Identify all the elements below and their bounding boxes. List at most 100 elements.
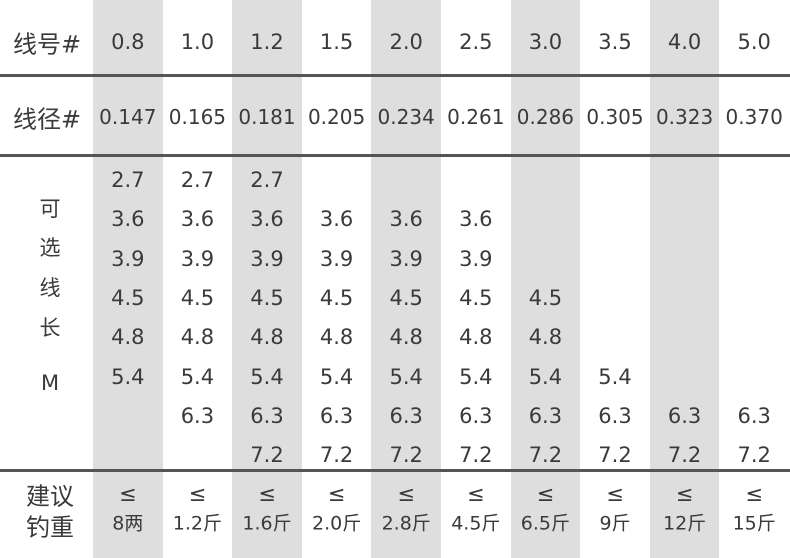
length-cell: 7.2 [667, 443, 702, 468]
cell: 0.147 [99, 105, 157, 129]
length-cell: 7.2 [528, 443, 563, 468]
weight-value: 9斤 [599, 512, 631, 535]
length-cell: 4.5 [319, 285, 354, 310]
row-label: 建议 [26, 482, 74, 511]
length-cell: 6.3 [667, 403, 702, 428]
length-cell: 6.3 [180, 403, 215, 428]
length-cell: 7.2 [459, 443, 493, 468]
length-cell: 7.2 [319, 443, 354, 468]
length-cell: 7.2 [737, 443, 771, 468]
length-cell: 4.8 [459, 325, 493, 350]
length-cell: 5.4 [319, 364, 354, 389]
length-cell: 7.2 [389, 443, 423, 468]
length-cell: 4.5 [389, 285, 423, 310]
length-cell: 4.8 [250, 325, 284, 350]
length-cell: 3.9 [180, 246, 215, 271]
row-label: 线径# [12, 105, 82, 134]
length-cell: 5.4 [528, 364, 563, 389]
weight-value: 15斤 [732, 512, 776, 535]
weight-value: 4.5斤 [451, 512, 501, 535]
length-cell: 3.6 [180, 207, 215, 232]
length-cell: 3.9 [111, 246, 145, 271]
weight-symbol: ≤ [536, 482, 555, 506]
cell: 0.305 [586, 105, 644, 129]
length-cell: 4.8 [180, 325, 215, 350]
length-cell: 6.3 [319, 403, 354, 428]
cell: 0.286 [516, 105, 575, 129]
length-cell: 3.6 [319, 207, 354, 232]
cell: 1.2 [250, 30, 284, 54]
row-label: 钓重 [26, 513, 74, 542]
cell: 0.370 [725, 105, 783, 129]
weight-symbol: ≤ [188, 482, 207, 506]
cell: 0.261 [447, 105, 505, 129]
row-label-char: 可 [39, 197, 61, 221]
cell: 2.5 [459, 30, 493, 54]
row-divider [0, 469, 790, 472]
weight-symbol: ≤ [745, 482, 763, 506]
cell: 1.0 [180, 30, 215, 54]
length-cell: 4.5 [528, 285, 563, 310]
column-shade [371, 0, 441, 558]
length-cell: 3.6 [459, 207, 493, 232]
length-cell: 5.4 [459, 364, 493, 389]
weight-value: 6.5斤 [520, 512, 570, 535]
length-cell: 6.3 [389, 403, 423, 428]
weight-value: 2.8斤 [381, 512, 431, 535]
length-cell: 6.3 [528, 403, 563, 428]
row-label: 线号# [12, 30, 82, 59]
row-divider [0, 154, 790, 157]
length-cell: 5.4 [598, 364, 632, 389]
length-cell: 3.9 [389, 246, 423, 271]
cell: 0.234 [377, 105, 435, 129]
length-cell: 6.3 [737, 403, 771, 428]
length-cell: 4.8 [389, 325, 423, 350]
cell: 0.8 [111, 30, 145, 54]
length-cell: 6.3 [459, 403, 493, 428]
length-cell: 3.9 [459, 246, 493, 271]
column-shade [232, 0, 302, 558]
row-label-char: 选 [39, 236, 61, 260]
length-cell: 4.8 [111, 325, 145, 350]
length-cell: 4.8 [319, 325, 354, 350]
weight-value: 8两 [112, 512, 144, 535]
row-label-char: 线 [39, 276, 61, 300]
length-cell: 2.7 [111, 168, 145, 192]
length-cell: 3.9 [250, 246, 284, 271]
cell: 3.5 [598, 30, 632, 54]
cell: 2.0 [389, 30, 423, 54]
column-shade [510, 0, 581, 558]
length-cell: 4.5 [111, 285, 145, 310]
weight-value: 1.6斤 [242, 512, 292, 535]
length-cell: 3.6 [389, 207, 423, 232]
length-cell: 4.8 [528, 325, 563, 350]
cell: 0.165 [168, 105, 227, 129]
length-cell: 4.5 [180, 285, 215, 310]
weight-symbol: ≤ [466, 482, 485, 506]
weight-symbol: ≤ [327, 482, 346, 506]
cell: 0.205 [307, 105, 366, 129]
cell: 1.5 [319, 30, 354, 54]
length-cell: 7.2 [250, 443, 284, 468]
weight-symbol: ≤ [118, 482, 137, 506]
length-cell: 7.2 [598, 443, 632, 468]
length-cell: 6.3 [250, 403, 284, 428]
length-cell: 3.6 [250, 207, 284, 232]
column-shade [93, 0, 163, 558]
cell: 3.0 [528, 30, 563, 54]
length-cell: 4.5 [459, 285, 493, 310]
row-label-char: M [40, 371, 60, 395]
length-cell: 5.4 [389, 364, 423, 389]
column-shade [649, 0, 720, 558]
weight-symbol: ≤ [258, 482, 276, 506]
length-cell: 2.7 [180, 168, 215, 192]
length-cell: 3.6 [111, 207, 145, 232]
weight-value: 1.2斤 [172, 512, 222, 535]
cell: 0.323 [655, 105, 714, 129]
cell: 5.0 [737, 30, 771, 54]
weight-symbol: ≤ [397, 482, 415, 506]
length-cell: 5.4 [180, 364, 215, 389]
length-cell: 3.9 [319, 246, 354, 271]
weight-symbol: ≤ [606, 482, 624, 506]
